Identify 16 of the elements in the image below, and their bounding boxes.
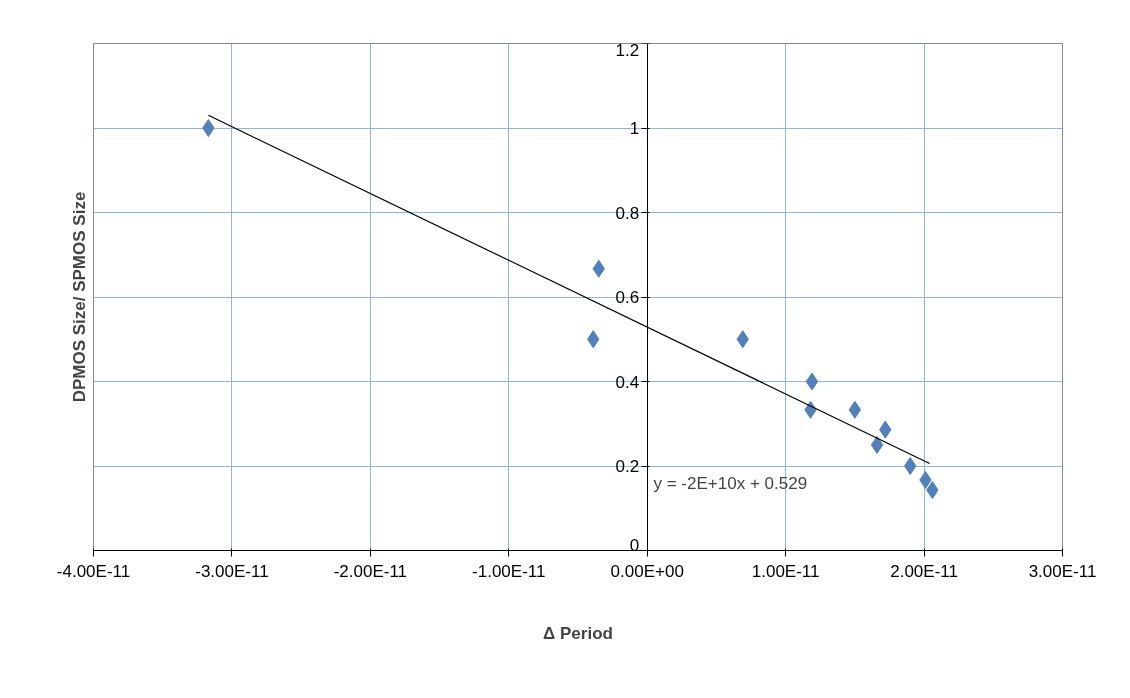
x-tick-label: 0.00E+00 (610, 561, 684, 581)
y-tick-label: 1 (629, 119, 640, 138)
y-tick-label: 0.8 (615, 203, 640, 223)
y-tick-label: 1.2 (615, 40, 640, 60)
x-tick-label: -3.00E-11 (195, 561, 269, 581)
x-tick-label: -4.00E-11 (56, 561, 131, 581)
x-tick-label: 1.00E-11 (751, 561, 820, 581)
y-tick-label: 0.4 (615, 372, 640, 392)
x-tick-label: 3.00E-11 (1028, 561, 1097, 581)
x-tick-label: 2.00E-11 (890, 561, 958, 581)
x-tick-label: -2.00E-11 (333, 561, 408, 581)
y-axis-title: DPMOS Size/ SPMOS Size (69, 191, 89, 403)
y-tick-label: 0.6 (615, 288, 640, 307)
x-tick-label: -1.00E-11 (472, 561, 546, 581)
x-axis-title: Δ Period (543, 623, 613, 643)
y-tick-label: 0.2 (615, 457, 640, 476)
